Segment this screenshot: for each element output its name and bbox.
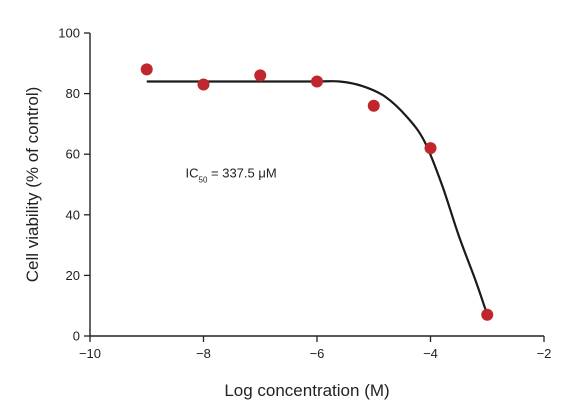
y-tick-label: 0: [73, 329, 80, 344]
data-point: [254, 69, 267, 82]
x-tick-label: −6: [310, 346, 325, 361]
x-tick-label: −2: [537, 346, 552, 361]
ic50-subscript: 50: [199, 175, 208, 184]
data-point: [197, 78, 210, 91]
data-point: [481, 308, 494, 321]
y-tick-label: 40: [66, 207, 80, 222]
data-point: [367, 99, 380, 112]
fit-curve-group: [146, 80, 489, 316]
y-tick-label: 20: [66, 268, 80, 283]
y-tick-label: 60: [66, 147, 80, 162]
x-tick-label: −4: [423, 346, 438, 361]
x-tick-label: −10: [79, 346, 101, 361]
axes: 0 20 40 60 80 100 −10 −8 −6 −4 −2: [58, 26, 551, 362]
ic50-prefix: IC: [186, 165, 199, 180]
y-axis-title: Cell viability (% of control): [23, 87, 42, 283]
data-point: [140, 63, 153, 76]
labels: Log concentration (M) Cell viability (% …: [23, 87, 390, 400]
ic50-annotation: IC50 = 337.5 μM: [186, 165, 277, 184]
fit-curve: [146, 80, 489, 316]
y-tick-label: 80: [66, 86, 80, 101]
data-point: [424, 142, 437, 155]
ic50-value: = 337.5 μM: [207, 165, 276, 180]
data-points: [140, 63, 494, 321]
x-tick-label: −8: [196, 346, 211, 361]
data-point: [311, 75, 323, 88]
x-axis-title: Log concentration (M): [224, 381, 389, 400]
y-tick-label: 100: [58, 26, 80, 41]
